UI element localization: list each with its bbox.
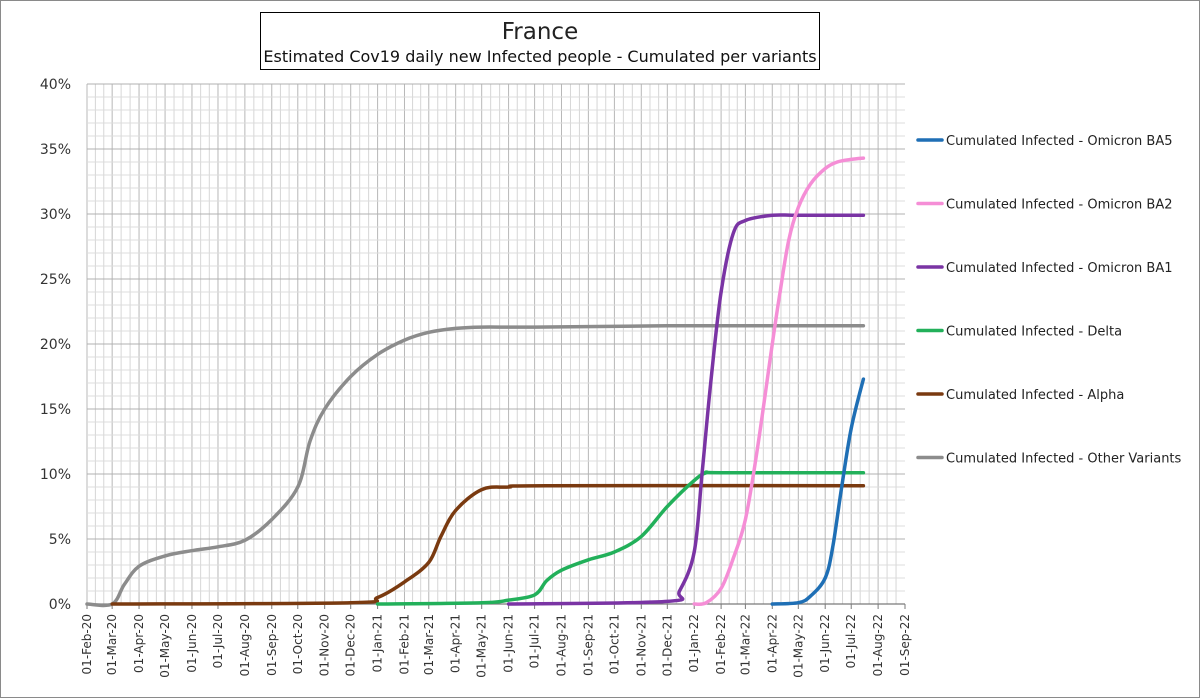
x-tick-label: 01-Jul-20 xyxy=(211,614,225,668)
legend-label: Cumulated Infected - Omicron BA1 xyxy=(946,261,1173,276)
legend-entry: Cumulated Infected - Omicron BA1 xyxy=(916,261,1173,276)
x-tick-label: 01-May-20 xyxy=(158,614,172,678)
chart-subtitle: Estimated Cov19 daily new Infected peopl… xyxy=(263,47,817,66)
series-line xyxy=(375,470,866,606)
x-tick-labels: 01-Feb-20 01-Mar-20 01-Apr-20 01-May-20 01-J… xyxy=(80,614,912,678)
series-lines xyxy=(85,156,866,608)
series-line xyxy=(110,483,866,606)
x-tick-label: 01-Sep-22 xyxy=(898,614,912,676)
x-tick-label: 01-Apr-22 xyxy=(765,614,779,673)
legend-label: Cumulated Infected - Delta xyxy=(946,325,1122,340)
y-tick-label: 5% xyxy=(49,532,71,548)
x-tick-label: 01-Dec-21 xyxy=(660,614,674,676)
legend-entry: Cumulated Infected - Other Variants xyxy=(916,452,1182,467)
x-tick-label: 01-Feb-22 xyxy=(714,614,728,674)
legend: Cumulated Infected - Omicron BA5 Cumulate… xyxy=(916,134,1182,467)
legend-label: Cumulated Infected - Omicron BA2 xyxy=(946,198,1173,213)
series-line xyxy=(506,213,866,606)
x-tick-label: 01-Feb-21 xyxy=(397,614,411,674)
x-tick-label: 01-Jan-22 xyxy=(687,614,701,672)
y-tick-label: 25% xyxy=(40,272,71,288)
x-tick-label: 01-Nov-20 xyxy=(318,614,332,676)
y-tick-label: 15% xyxy=(40,402,71,418)
x-tick-label: 01-Jun-21 xyxy=(502,614,516,673)
x-tick-label: 01-Nov-21 xyxy=(634,614,648,676)
y-tick-label: 30% xyxy=(40,207,71,223)
x-tick-label: 01-Aug-20 xyxy=(238,614,252,676)
legend-entry: Cumulated Infected - Omicron BA2 xyxy=(916,198,1173,213)
x-tick-label: 01-Apr-21 xyxy=(449,614,463,673)
x-tick-label: 01-Aug-22 xyxy=(871,614,885,676)
x-tick-label: 01-Mar-21 xyxy=(422,614,436,675)
x-tick-label: 01-Jun-22 xyxy=(818,614,832,673)
grid-lines xyxy=(86,83,905,605)
y-tick-label: 0% xyxy=(49,597,71,613)
legend-label: Cumulated Infected - Other Variants xyxy=(946,452,1182,467)
x-tick-label: 01-May-21 xyxy=(475,614,489,678)
x-tick-label: 01-Jun-20 xyxy=(185,614,199,673)
legend-label: Cumulated Infected - Omicron BA5 xyxy=(946,134,1173,149)
y-tick-labels: 0% 5% 10% 15% 20% 25% 30% 35% 40% xyxy=(40,77,71,613)
x-tick-label: 01-Oct-21 xyxy=(607,614,621,674)
legend-entry: Cumulated Infected - Omicron BA5 xyxy=(916,134,1173,149)
x-tick-label: 01-Oct-20 xyxy=(291,614,305,674)
x-tick-label: 01-Sep-20 xyxy=(265,614,279,676)
chart-title-box: France Estimated Cov19 daily new Infecte… xyxy=(260,12,820,70)
series-line xyxy=(85,323,866,608)
legend-entry: Cumulated Infected - Delta xyxy=(916,325,1122,340)
x-tick-label: 01-Jul-22 xyxy=(844,614,858,668)
legend-entry: Cumulated Infected - Alpha xyxy=(916,388,1124,403)
x-tick-label: 01-Mar-22 xyxy=(738,614,752,675)
x-tick-label: 01-Dec-20 xyxy=(344,614,358,676)
x-tick-label: 01-Apr-20 xyxy=(132,614,146,673)
y-tick-label: 40% xyxy=(40,77,71,93)
y-tick-label: 35% xyxy=(40,142,71,158)
x-tick-label: 01-Jul-21 xyxy=(528,614,542,668)
x-tick-label: 01-Mar-20 xyxy=(105,614,119,675)
x-tick-label: 01-Sep-21 xyxy=(581,614,595,676)
series-line xyxy=(770,377,866,606)
legend-label: Cumulated Infected - Alpha xyxy=(946,388,1124,403)
x-tick-label: 01-Feb-20 xyxy=(80,614,94,674)
series-line xyxy=(692,156,866,606)
x-tick-label: 01-Jan-21 xyxy=(371,614,385,672)
x-tick-label: 01-Aug-21 xyxy=(554,614,568,676)
x-tick-label: 01-May-22 xyxy=(791,614,805,678)
y-tick-label: 20% xyxy=(40,337,71,353)
y-tick-label: 10% xyxy=(40,467,71,483)
chart-title: France xyxy=(501,19,579,45)
